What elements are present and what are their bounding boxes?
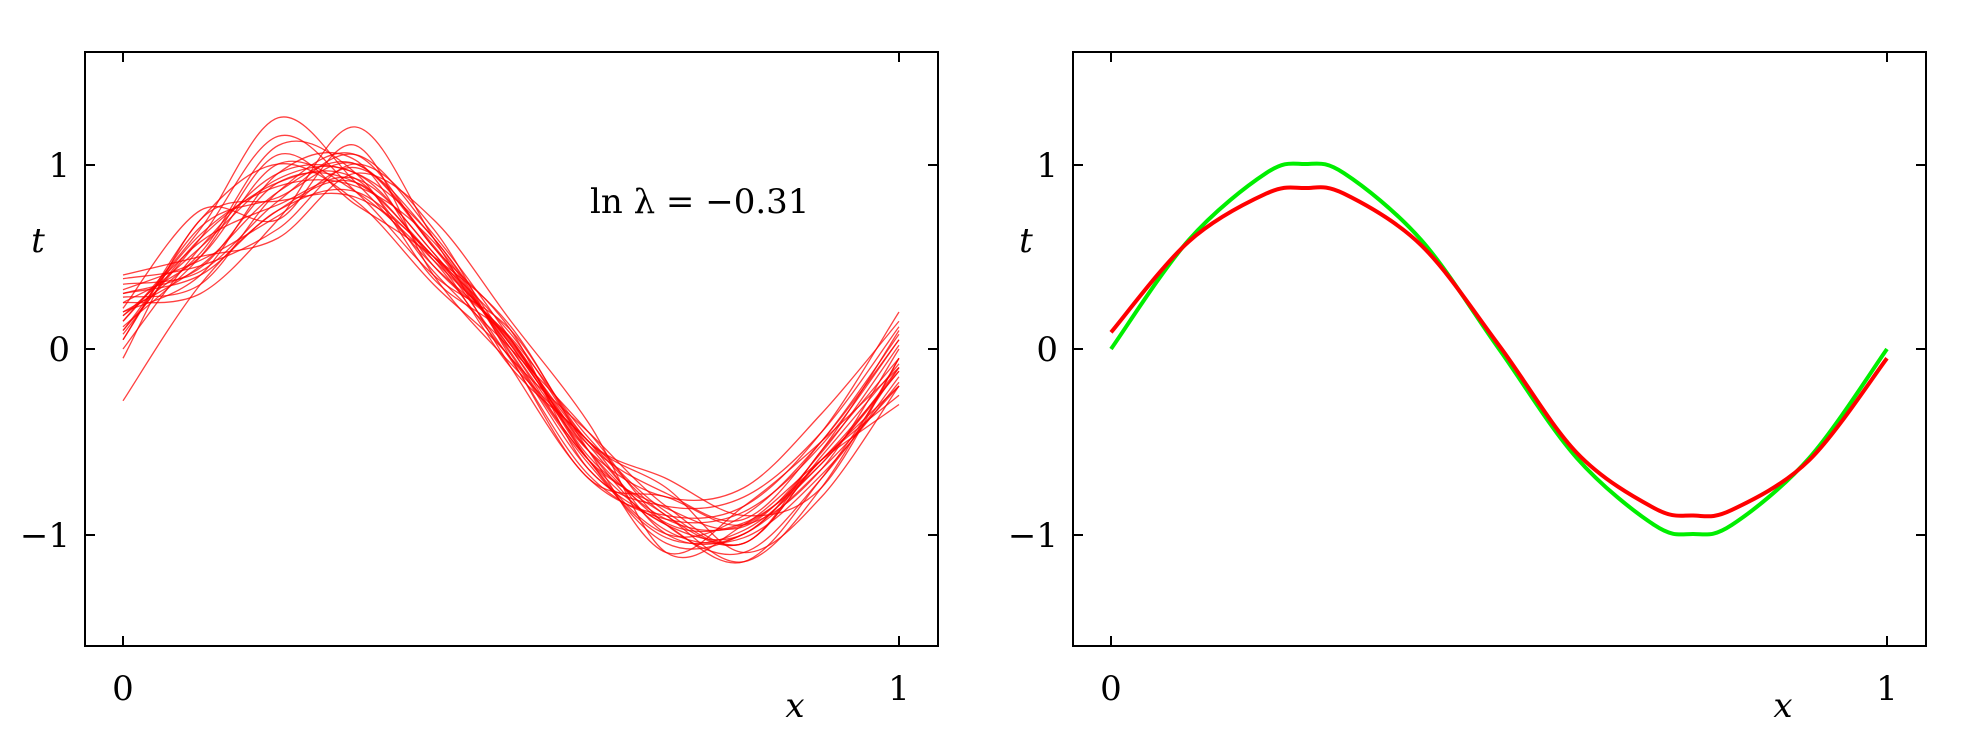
- lambda-annotation: ln λ = −0.31: [590, 182, 809, 222]
- fit-curve-6: [122, 172, 900, 559]
- left-panel: 1 0 −1 0 1 t x ln λ = −0.31: [20, 51, 939, 726]
- fit-curve-16: [122, 152, 900, 510]
- right-curves: [1109, 161, 1889, 537]
- right-xtick-label-1: 1: [1876, 669, 1898, 709]
- left-y-axis-label: t: [31, 221, 45, 261]
- fit-curve-10: [122, 188, 900, 517]
- fit-curve-13: [122, 152, 900, 555]
- left-ytick-label-m1: −1: [20, 516, 70, 556]
- fit-curve-22: [122, 176, 900, 524]
- left-ytick-label-1: 1: [48, 146, 70, 186]
- right-ytick-label-m1: −1: [1008, 516, 1058, 556]
- right-panel: 1 0 −1 0 1 t x: [1008, 51, 1927, 726]
- left-xtick-label-0: 0: [112, 669, 134, 709]
- left-x-axis-label: x: [785, 686, 804, 726]
- left-xtick-label-1: 1: [888, 669, 910, 709]
- true-function-curve: [1109, 161, 1889, 537]
- right-ytick-label-1: 1: [1036, 146, 1058, 186]
- right-y-axis-label: t: [1019, 221, 1033, 261]
- average-fit-curve: [1109, 185, 1889, 519]
- fit-curve-19: [122, 166, 900, 522]
- right-x-axis-label: x: [1773, 686, 1792, 726]
- right-xtick-label-0: 0: [1100, 669, 1122, 709]
- right-ytick-label-0: 0: [1036, 330, 1058, 370]
- fit-curve-25: [122, 171, 900, 533]
- fit-curve-20: [122, 179, 900, 545]
- fit-curve-17: [122, 192, 900, 546]
- fit-curve-18: [122, 140, 900, 563]
- left-curves: [122, 116, 900, 564]
- fit-curve-3: [122, 179, 900, 546]
- fit-curve-23: [122, 160, 900, 544]
- left-ytick-label-0: 0: [48, 330, 70, 370]
